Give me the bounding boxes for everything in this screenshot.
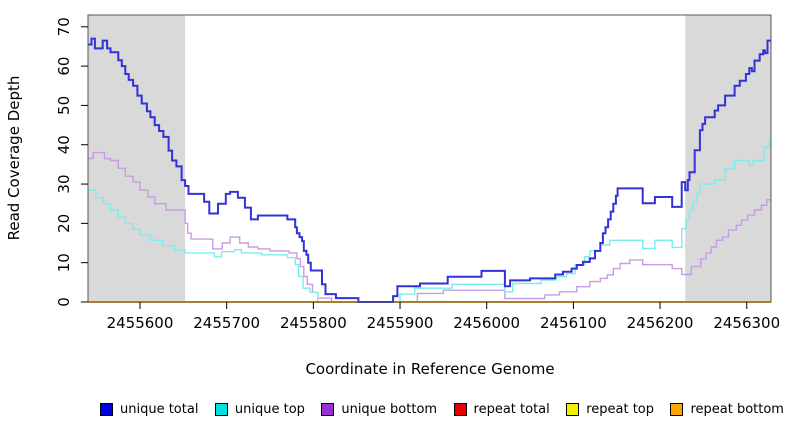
- legend-item-unique-total: unique total: [100, 402, 198, 417]
- x-tick-label: 2455800: [280, 314, 347, 332]
- y-axis-title: Read Coverage Depth: [5, 75, 23, 241]
- shaded-region: [685, 15, 771, 302]
- plot-box: [87, 14, 772, 303]
- x-tick-label: 2455600: [107, 314, 174, 332]
- shaded-region: [88, 15, 186, 302]
- legend-label: unique top: [234, 401, 305, 417]
- legend-item-repeat-top: repeat top: [566, 402, 654, 417]
- x-tick-label: 2456200: [627, 314, 694, 332]
- legend-swatch-repeat-total: [453, 402, 467, 416]
- y-tick-label: 20: [55, 214, 73, 233]
- x-tick-label: 2456300: [713, 314, 780, 332]
- series-line-unique-top: [88, 138, 771, 303]
- legend-swatch-unique-bottom: [321, 402, 335, 416]
- x-tick-label: 2455900: [367, 314, 434, 332]
- x-tick-label: 2456000: [453, 314, 520, 332]
- y-tick-label: 40: [55, 135, 73, 154]
- legend-item-repeat-bottom: repeat bottom: [670, 402, 784, 417]
- y-tick-label: 50: [55, 96, 73, 115]
- legend-swatch-unique-top: [214, 402, 228, 416]
- y-tick-label: 0: [55, 297, 73, 307]
- legend-item-unique-top: unique top: [214, 401, 305, 417]
- legend-swatch-repeat-bottom: [670, 402, 684, 416]
- x-tick-label: 2455700: [193, 314, 260, 332]
- legend-swatch-repeat-top: [566, 402, 580, 416]
- y-tick-label: 70: [55, 17, 73, 36]
- legend-label: unique total: [120, 401, 199, 417]
- y-tick-label: 10: [55, 253, 73, 272]
- legend-swatch-unique-total: [100, 402, 113, 416]
- legend-label: unique bottom: [341, 401, 438, 417]
- y-tick-label: 60: [55, 57, 73, 76]
- y-tick-label: 30: [55, 175, 73, 194]
- legend-label: repeat bottom: [690, 401, 784, 417]
- x-tick-label: 2456100: [540, 314, 607, 332]
- series-line-unique-bottom: [88, 151, 771, 303]
- legend-label: repeat top: [586, 401, 654, 417]
- legend-item-repeat-total: repeat total: [453, 401, 550, 417]
- legend-label: repeat total: [473, 401, 550, 417]
- x-axis-title: Coordinate in Reference Genome: [305, 360, 555, 378]
- series-line-unique-total: [88, 37, 771, 303]
- legend: unique total unique top unique bottom repea…: [100, 398, 784, 420]
- legend-item-unique-bottom: unique bottom: [321, 402, 437, 417]
